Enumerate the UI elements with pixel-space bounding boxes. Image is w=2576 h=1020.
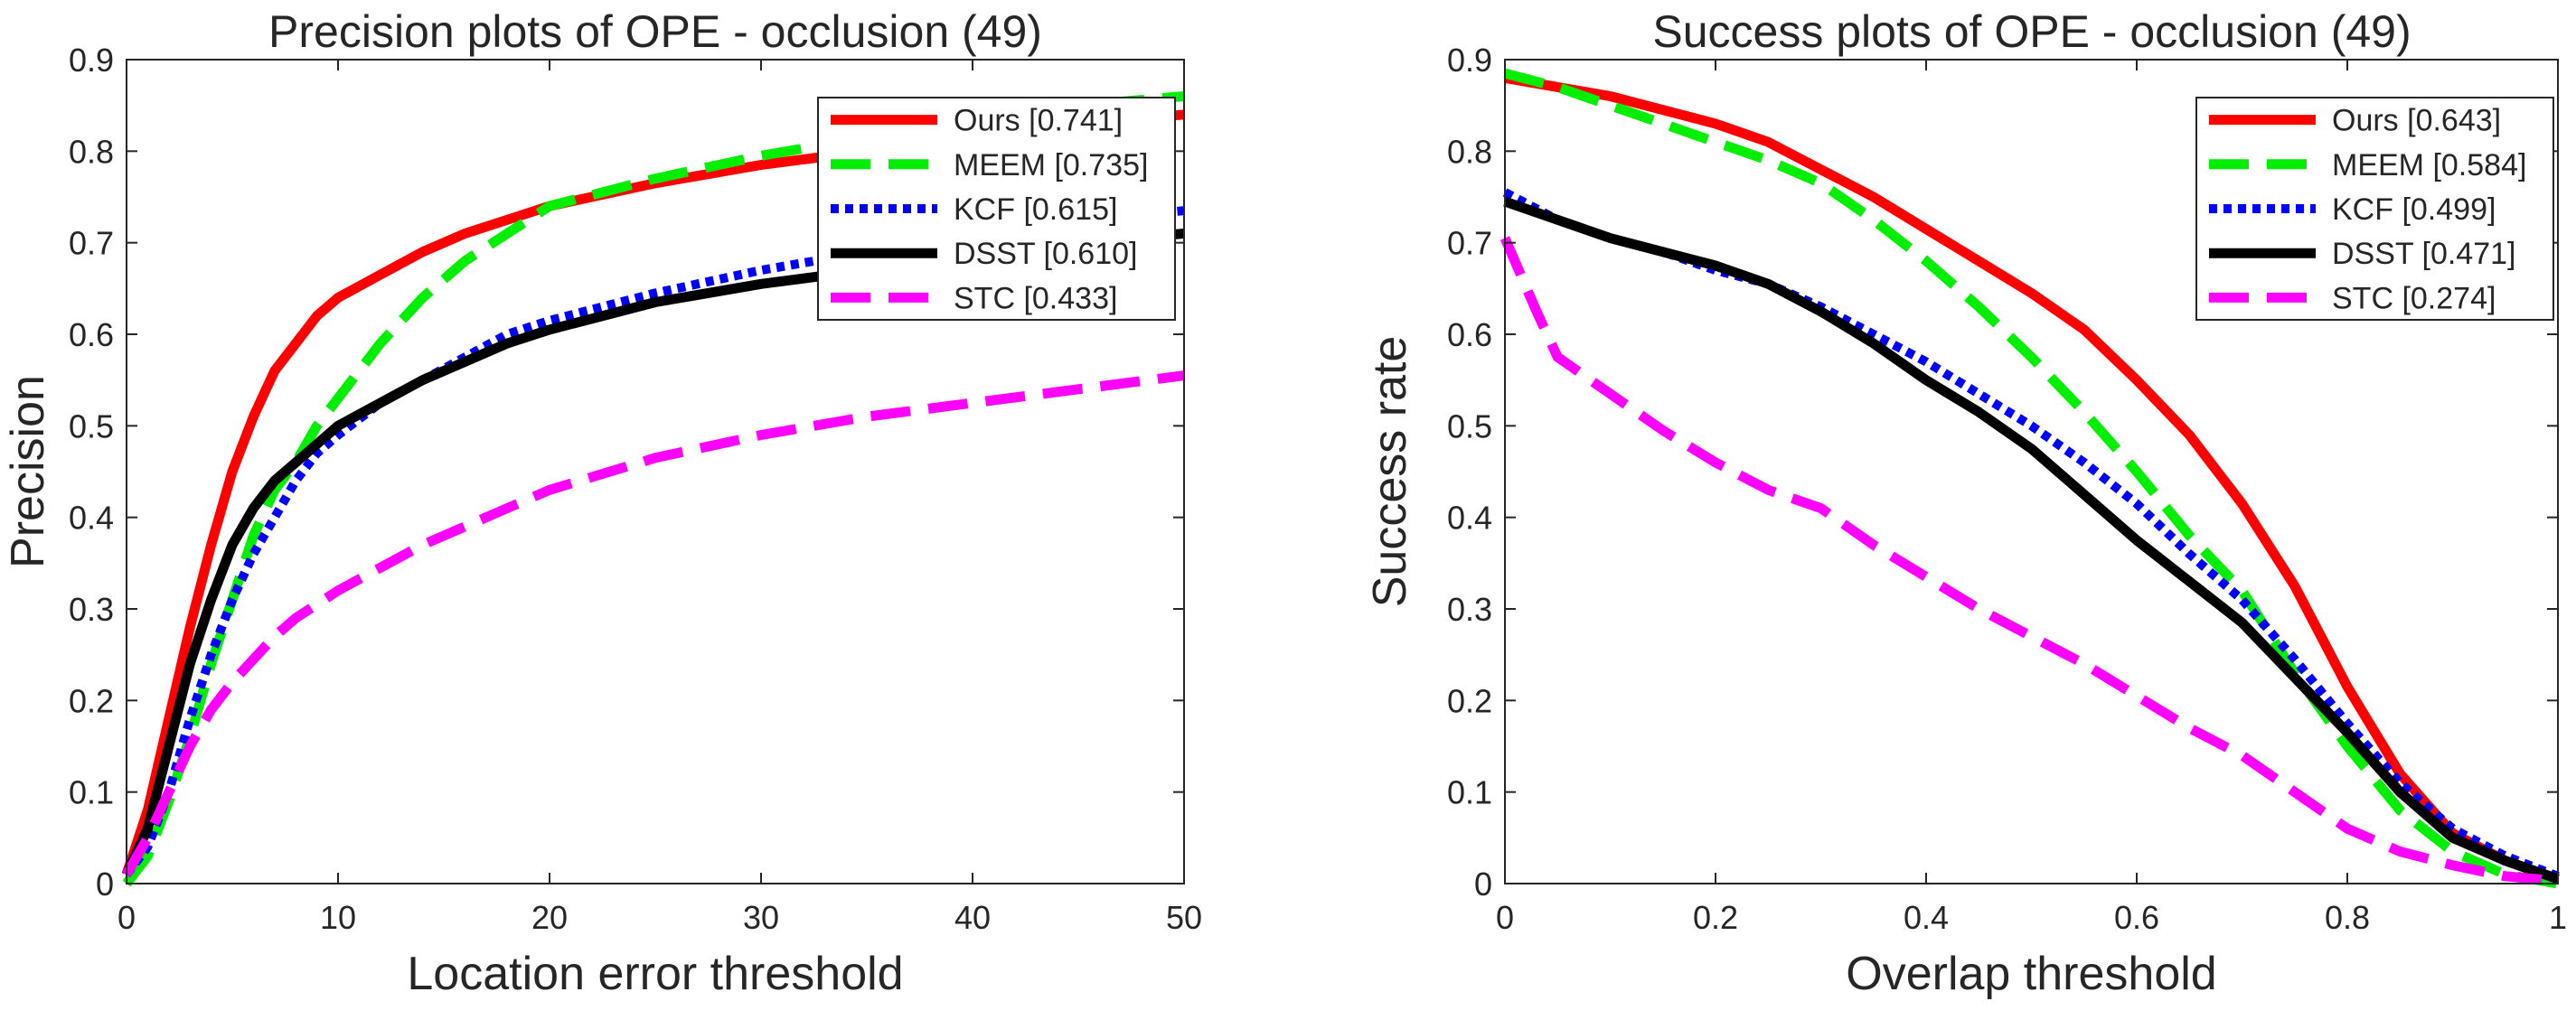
y-axis-label: Success rate	[1364, 336, 1416, 608]
y-tick-label: 0.6	[69, 316, 114, 353]
y-tick-label: 0.1	[1447, 774, 1492, 811]
x-tick-label: 0.2	[1693, 899, 1738, 936]
y-axis-label: Precision	[2, 375, 54, 568]
legend-label-kcf: KCF [0.499]	[2332, 192, 2496, 227]
y-tick-label: 0.7	[69, 225, 114, 262]
legend: Ours [0.643] MEEM [0.584] KCF [0.499] DSST …	[2195, 97, 2554, 321]
chart-panel-1: Precision plots of OPE - occlusion (49) L…	[2, 6, 1202, 1000]
y-tick-label: 0.3	[1447, 591, 1492, 628]
legend-label-meem: MEEM [0.584]	[2332, 148, 2526, 182]
x-tick-label: 0	[1496, 899, 1514, 936]
x-tick-label: 10	[320, 899, 356, 936]
chart-title: Precision plots of OPE - occlusion (49)	[268, 6, 1042, 57]
axes-box	[1504, 59, 2559, 884]
x-tick-label: 1	[2549, 899, 2567, 936]
x-axis-label: Overlap threshold	[1846, 948, 2216, 1000]
x-tick-label: 0.4	[1904, 899, 1949, 936]
x-axis-label: Location error threshold	[407, 948, 903, 1000]
series-line-meem	[1503, 68, 2559, 889]
x-tick-label: 20	[531, 899, 568, 936]
legend-label-meem: MEEM [0.735]	[954, 148, 1148, 182]
y-tick-label: 0.9	[1447, 42, 1492, 79]
y-tick-label: 0	[1474, 866, 1492, 903]
legend-label-stc: STC [0.433]	[954, 281, 1117, 315]
series-line-kcf	[123, 206, 1185, 877]
x-tick-label: 0.8	[2325, 899, 2370, 936]
y-tick-label: 0.2	[1447, 682, 1492, 719]
y-tick-label: 0.1	[69, 774, 114, 811]
x-tick-label: 40	[954, 899, 991, 936]
y-tick-label: 0.7	[1447, 225, 1492, 262]
x-tick-label: 0	[118, 899, 136, 936]
x-tick-label: 0.6	[2114, 899, 2159, 936]
legend-label-dsst: DSST [0.610]	[954, 237, 1138, 271]
y-tick-label: 0.6	[1447, 316, 1492, 353]
y-tick-label: 0.4	[69, 500, 114, 537]
series-line-dsst	[122, 229, 1185, 877]
series-line-ours	[1504, 72, 2560, 884]
y-tick-label: 0.2	[69, 682, 114, 719]
y-tick-label: 0.8	[69, 133, 114, 170]
y-tick-label: 0.4	[1447, 500, 1492, 537]
legend-label-kcf: KCF [0.615]	[954, 192, 1117, 227]
y-tick-label: 0.3	[69, 591, 114, 628]
series-line-ours	[121, 109, 1185, 876]
y-tick-label: 0.8	[1447, 133, 1492, 170]
chart-title: Success plots of OPE - occlusion (49)	[1652, 6, 2411, 57]
legend-label-ours: Ours [0.643]	[2332, 104, 2501, 138]
y-tick-label: 0.5	[1447, 407, 1492, 444]
legend: Ours [0.741] MEEM [0.735] KCF [0.615] DSST …	[817, 97, 1176, 321]
series-group	[1500, 68, 2560, 889]
series-line-stc	[122, 370, 1185, 877]
y-tick-label: 0	[96, 866, 114, 903]
series-group	[121, 91, 1185, 887]
series-line-stc	[1500, 236, 2559, 886]
chart-panel-2: Success plots of OPE - occlusion (49) Ove…	[1364, 6, 2567, 1000]
legend-label-ours: Ours [0.741]	[954, 104, 1123, 138]
y-tick-label: 0.5	[69, 407, 114, 444]
x-tick-label: 30	[743, 899, 779, 936]
legend-label-stc: STC [0.274]	[2332, 281, 2496, 315]
axes-box	[126, 59, 1185, 884]
y-tick-label: 0.9	[69, 42, 114, 79]
series-line-dsst	[1503, 196, 2560, 884]
x-tick-label: 50	[1166, 899, 1202, 936]
legend-label-dsst: DSST [0.471]	[2332, 237, 2516, 271]
